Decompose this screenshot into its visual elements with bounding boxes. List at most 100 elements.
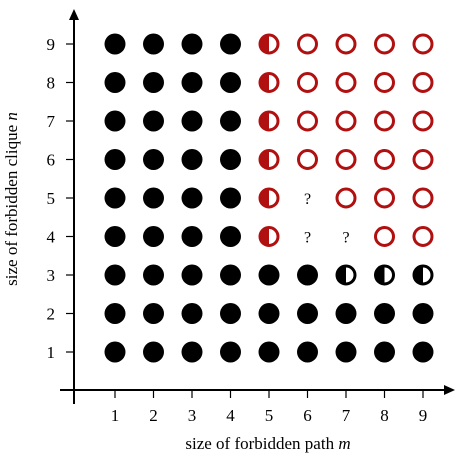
y-tick-label: 8 — [47, 74, 56, 93]
point-full — [297, 303, 318, 324]
point-open — [412, 110, 434, 132]
x-tick-label: 7 — [342, 406, 351, 425]
point-open — [297, 72, 318, 93]
full-circle-marker — [181, 187, 203, 209]
x-axis-title-var: m — [338, 434, 350, 453]
open-circle-marker — [374, 72, 395, 93]
open-circle-marker — [374, 226, 395, 247]
full-circle-marker — [104, 303, 126, 324]
full-circle-marker — [104, 341, 126, 363]
x-axis-title: size of forbidden path m — [185, 434, 350, 453]
open-circle-marker — [412, 187, 434, 209]
point-full — [220, 264, 241, 286]
point-full — [412, 341, 434, 363]
point-open — [412, 149, 434, 170]
full-circle-marker — [143, 303, 164, 324]
point-open — [335, 110, 357, 132]
point-full — [104, 72, 126, 93]
point-full — [220, 149, 241, 170]
point-full — [104, 303, 126, 324]
point-half-black — [412, 264, 434, 286]
full-circle-marker — [220, 187, 241, 209]
full-circle-marker — [374, 341, 395, 363]
half-circle-fill — [414, 266, 423, 284]
y-tick-label: 2 — [47, 305, 56, 324]
point-full — [258, 264, 280, 286]
point-full — [181, 72, 203, 93]
point-full — [143, 264, 164, 286]
full-circle-marker — [412, 341, 434, 363]
point-full — [104, 187, 126, 209]
x-axis-title-text: size of forbidden path — [185, 434, 334, 453]
point-full — [412, 303, 434, 324]
half-circle-fill — [260, 35, 269, 53]
point-full — [374, 303, 395, 324]
open-circle-marker — [374, 187, 395, 209]
x-tick-label: 9 — [419, 406, 428, 425]
point-full — [181, 341, 203, 363]
full-circle-marker — [220, 303, 241, 324]
point-full — [181, 149, 203, 170]
point-full — [104, 110, 126, 132]
axes — [60, 9, 455, 404]
full-circle-marker — [412, 303, 434, 324]
point-full — [220, 226, 241, 247]
point-full — [181, 110, 203, 132]
full-circle-marker — [220, 72, 241, 93]
y-tick-label: 5 — [47, 189, 56, 208]
full-circle-marker — [181, 72, 203, 93]
point-open — [412, 33, 434, 55]
y-tick-label: 7 — [47, 112, 56, 131]
unknown-marker: ? — [304, 191, 311, 208]
y-tick-label: 4 — [47, 228, 56, 247]
open-circle-marker — [412, 149, 434, 170]
point-full — [143, 226, 164, 247]
full-circle-marker — [297, 264, 318, 286]
open-circle-marker — [335, 110, 357, 132]
point-half-red — [258, 187, 280, 209]
point-full — [181, 264, 203, 286]
half-circle-fill — [337, 266, 346, 284]
point-full — [181, 187, 203, 209]
ticks: 1 2 3 4 5 6 7 8 9 1 2 3 4 5 6 7 8 9 — [47, 35, 428, 425]
point-open — [335, 149, 357, 170]
point-full — [220, 303, 241, 324]
point-open — [335, 72, 357, 93]
point-full — [297, 264, 318, 286]
full-circle-marker — [104, 226, 126, 247]
full-circle-marker — [220, 110, 241, 132]
x-axis-arrowhead — [444, 385, 455, 395]
full-circle-marker — [374, 303, 395, 324]
point-open — [297, 149, 318, 170]
open-circle-marker — [297, 33, 318, 55]
point-full — [143, 149, 164, 170]
y-axis-title-text: size of forbidden clique — [2, 125, 21, 286]
full-circle-marker — [181, 33, 203, 55]
full-circle-marker — [220, 341, 241, 363]
open-circle-marker — [297, 72, 318, 93]
full-circle-marker — [104, 72, 126, 93]
point-full — [143, 303, 164, 324]
point-open — [297, 110, 318, 132]
point-full — [143, 72, 164, 93]
open-circle-marker — [297, 110, 318, 132]
full-circle-marker — [143, 33, 164, 55]
open-circle-marker — [412, 110, 434, 132]
full-circle-marker — [220, 149, 241, 170]
full-circle-marker — [104, 187, 126, 209]
full-circle-marker — [143, 72, 164, 93]
open-circle-marker — [374, 149, 395, 170]
full-circle-marker — [220, 264, 241, 286]
point-open — [374, 72, 395, 93]
point-open — [374, 33, 395, 55]
open-circle-marker — [412, 72, 434, 93]
point-full — [258, 303, 280, 324]
point-full — [104, 341, 126, 363]
open-circle-marker — [335, 33, 357, 55]
full-circle-marker — [181, 303, 203, 324]
half-circle-fill — [260, 189, 269, 207]
x-tick-label: 4 — [226, 406, 235, 425]
point-full — [143, 341, 164, 363]
full-circle-marker — [104, 149, 126, 170]
point-half-red — [258, 149, 280, 170]
